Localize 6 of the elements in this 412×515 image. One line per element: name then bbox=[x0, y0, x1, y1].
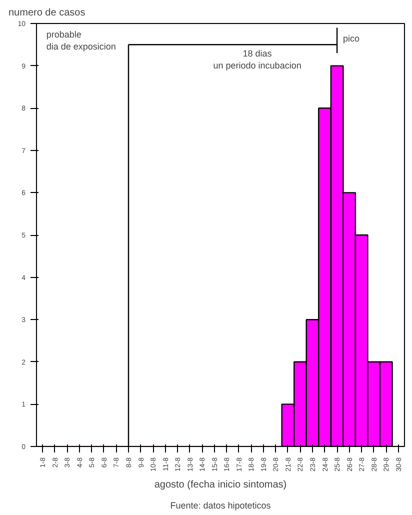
x-axis-title: agosto (fecha inicio sintomas) bbox=[154, 480, 287, 491]
ref-line-label: 18 dias un periodo incubacion bbox=[213, 48, 302, 71]
ref-line-label: pico bbox=[343, 34, 360, 44]
ref-line-label: probable dia de exposicion bbox=[46, 30, 116, 52]
source-note: Fuente: datos hipoteticos bbox=[170, 500, 272, 510]
y-axis-title: numero de casos bbox=[8, 8, 86, 18]
